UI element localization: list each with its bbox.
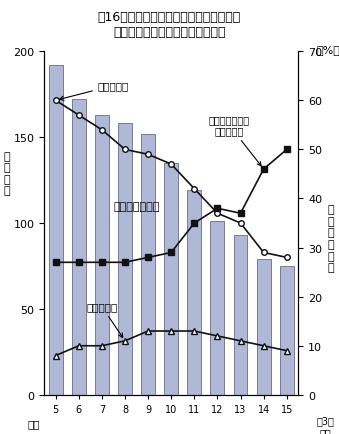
Bar xyxy=(95,115,109,395)
Text: 職業別（主な３職種）構成の状況: 職業別（主な３職種）構成の状況 xyxy=(113,26,226,39)
Text: 就　職　者　数: 就 職 者 数 xyxy=(113,201,160,211)
Text: 平成: 平成 xyxy=(28,418,40,428)
Bar xyxy=(280,266,294,395)
Bar xyxy=(187,191,201,395)
Text: 年3月
卒業: 年3月 卒業 xyxy=(317,415,334,434)
Bar xyxy=(118,124,132,395)
Bar xyxy=(211,222,224,395)
Bar xyxy=(72,100,86,395)
Bar xyxy=(164,164,178,395)
Bar xyxy=(49,66,63,395)
Text: 専門的・技術的
職業従事者: 専門的・技術的 職業従事者 xyxy=(208,115,261,167)
Text: 就
職
者
数: 就 職 者 数 xyxy=(3,151,10,196)
Text: 事務従事者: 事務従事者 xyxy=(60,82,129,101)
Text: 職
業
別
構
成
比: 職 業 別 構 成 比 xyxy=(327,205,334,273)
Bar xyxy=(234,236,247,395)
Text: 販売従事者: 販売従事者 xyxy=(86,302,123,338)
Bar xyxy=(141,135,155,395)
Text: 図16　短期大学（本科）卒業者の就職先: 図16 短期大学（本科）卒業者の就職先 xyxy=(98,11,241,24)
Bar xyxy=(257,260,271,395)
Y-axis label: （%）: （%） xyxy=(317,45,339,55)
